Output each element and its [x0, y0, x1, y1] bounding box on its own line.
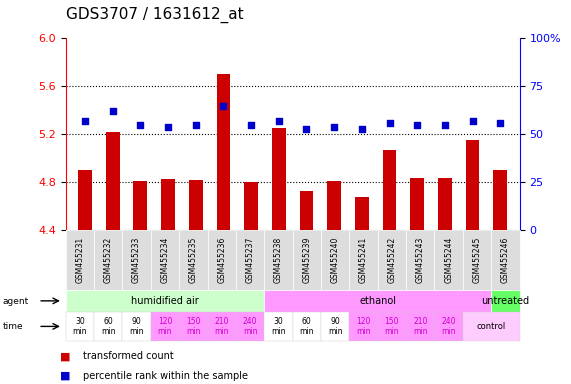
Text: GSM455242: GSM455242	[388, 237, 396, 283]
Text: percentile rank within the sample: percentile rank within the sample	[83, 371, 248, 381]
Bar	[78, 170, 92, 230]
Text: GSM455243: GSM455243	[416, 237, 425, 283]
Text: GSM455232: GSM455232	[104, 237, 112, 283]
Text: GSM455234: GSM455234	[160, 237, 170, 283]
Text: GSM455235: GSM455235	[189, 237, 198, 283]
Point	[247, 122, 256, 128]
Text: GSM455233: GSM455233	[132, 237, 141, 283]
Text: GSM455245: GSM455245	[473, 237, 481, 283]
Text: ■: ■	[60, 351, 70, 361]
Bar	[244, 182, 258, 230]
Point	[468, 118, 477, 124]
Text: 120
min: 120 min	[356, 317, 371, 336]
Text: 30
min: 30 min	[271, 317, 286, 336]
Point	[440, 122, 449, 128]
Bar	[411, 178, 424, 230]
Text: GSM455236: GSM455236	[217, 237, 226, 283]
Point	[108, 108, 117, 114]
Text: GSM455237: GSM455237	[246, 237, 255, 283]
Point	[163, 124, 172, 130]
Text: 60
min: 60 min	[101, 317, 115, 336]
Text: 150
min: 150 min	[385, 317, 399, 336]
Text: 30
min: 30 min	[73, 317, 87, 336]
Point	[496, 120, 505, 126]
Text: transformed count: transformed count	[83, 351, 174, 361]
Bar	[189, 180, 203, 230]
Point	[136, 122, 145, 128]
Text: GSM455238: GSM455238	[274, 237, 283, 283]
Point	[191, 122, 200, 128]
Bar	[383, 150, 396, 230]
Bar	[465, 141, 480, 230]
Text: GSM455244: GSM455244	[444, 237, 453, 283]
Bar	[161, 179, 175, 230]
Point	[302, 126, 311, 132]
Text: 150
min: 150 min	[186, 317, 200, 336]
Point	[413, 122, 422, 128]
Point	[329, 124, 339, 130]
Point	[385, 120, 394, 126]
Point	[274, 118, 283, 124]
Text: 90
min: 90 min	[328, 317, 343, 336]
Bar	[493, 170, 507, 230]
Bar	[106, 132, 120, 230]
Text: ethanol: ethanol	[359, 296, 396, 306]
Text: GSM455241: GSM455241	[359, 237, 368, 283]
Bar	[327, 181, 341, 230]
Bar	[438, 178, 452, 230]
Text: 60
min: 60 min	[300, 317, 314, 336]
Text: 210
min: 210 min	[413, 317, 428, 336]
Text: 210
min: 210 min	[215, 317, 229, 336]
Bar	[272, 128, 286, 230]
Text: 240
min: 240 min	[243, 317, 258, 336]
Text: agent: agent	[3, 296, 29, 306]
Text: 90
min: 90 min	[130, 317, 144, 336]
Text: control: control	[477, 322, 506, 331]
Point	[357, 126, 367, 132]
Text: GSM455240: GSM455240	[331, 237, 340, 283]
Bar	[134, 181, 147, 230]
Point	[219, 103, 228, 109]
Text: ■: ■	[60, 371, 70, 381]
Text: GSM455231: GSM455231	[75, 237, 85, 283]
Text: untreated: untreated	[481, 296, 529, 306]
Text: GDS3707 / 1631612_at: GDS3707 / 1631612_at	[66, 7, 243, 23]
Bar	[300, 191, 313, 230]
Text: 120
min: 120 min	[158, 317, 172, 336]
Text: 240
min: 240 min	[441, 317, 456, 336]
Text: GSM455239: GSM455239	[302, 237, 311, 283]
Text: GSM455246: GSM455246	[501, 237, 510, 283]
Bar	[355, 197, 369, 230]
Bar	[216, 74, 230, 230]
Point	[81, 118, 90, 124]
Text: humidified air: humidified air	[131, 296, 199, 306]
Text: time: time	[3, 322, 23, 331]
